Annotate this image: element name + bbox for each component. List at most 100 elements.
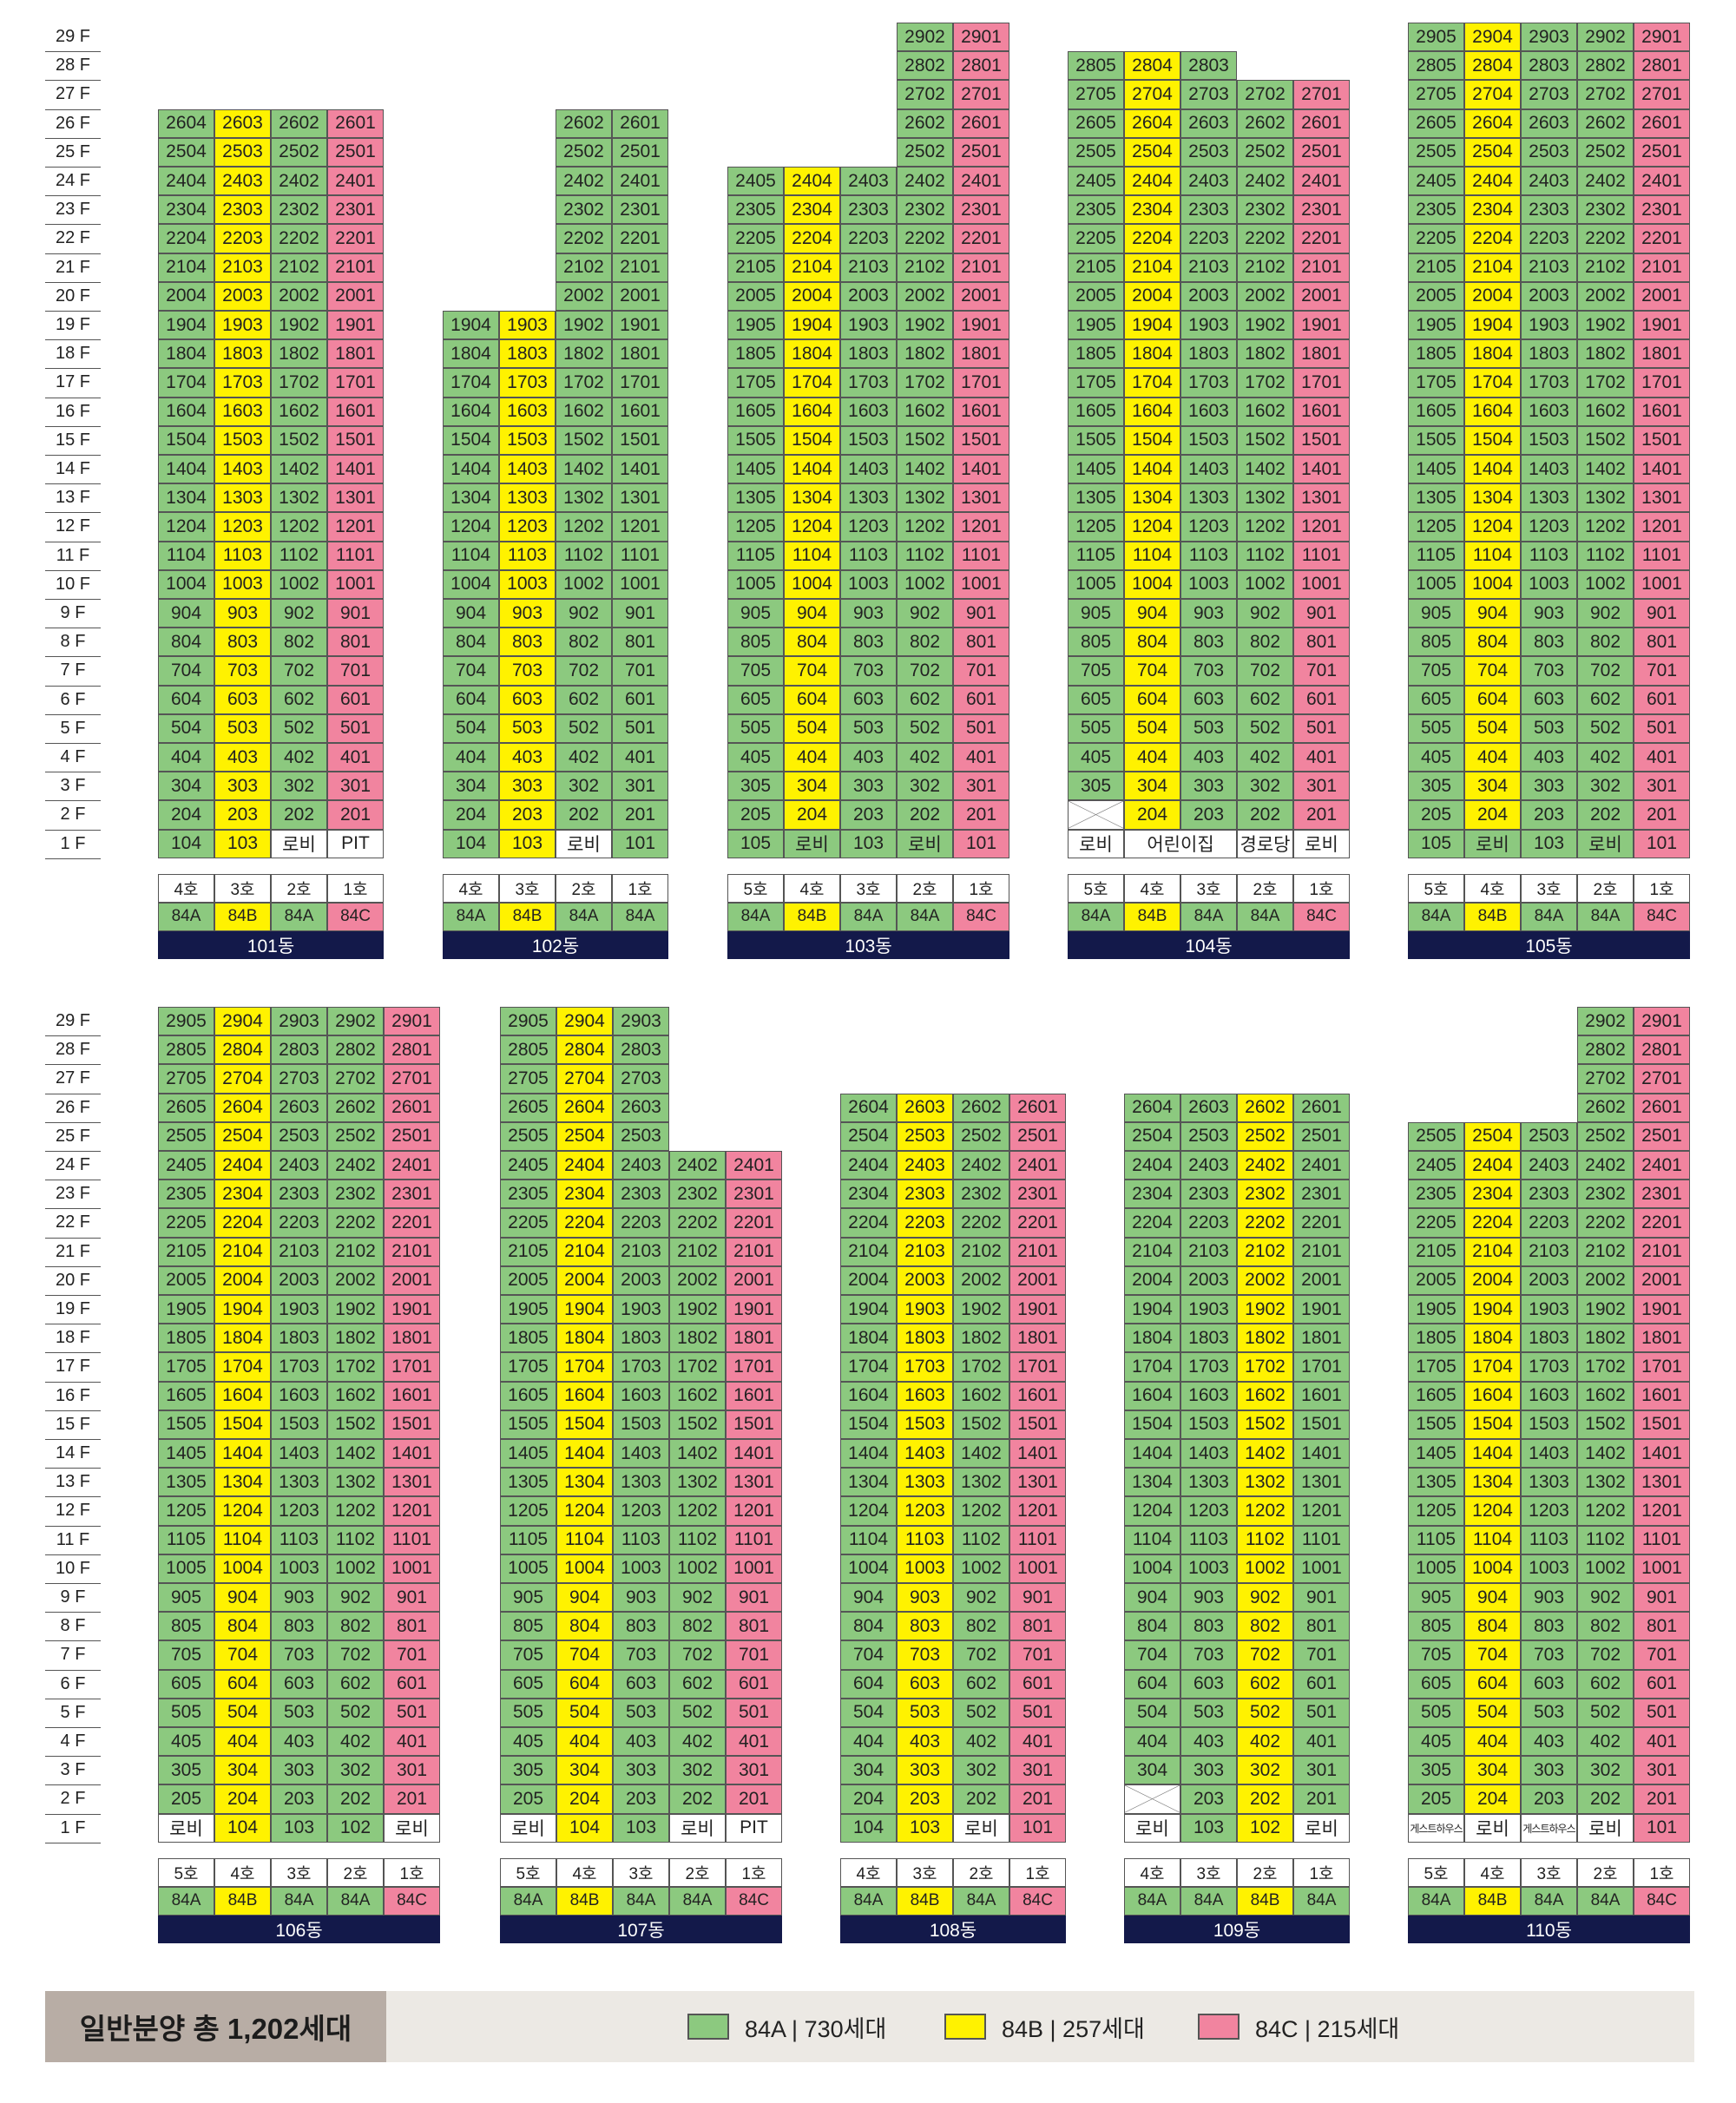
unit-cell[interactable]: 703	[214, 656, 271, 686]
unit-cell[interactable]: 1105	[500, 1525, 556, 1554]
unit-cell[interactable]: 1102	[669, 1525, 726, 1554]
unit-cell[interactable]: 2302	[1577, 1180, 1634, 1209]
unit-cell[interactable]: 1005	[1408, 569, 1464, 599]
unit-cell[interactable]: 203	[214, 800, 271, 830]
unit-cell[interactable]: 504	[1464, 1698, 1521, 1727]
unit-cell[interactable]: 1303	[499, 483, 556, 513]
unit-cell[interactable]: 2205	[1068, 224, 1124, 253]
unit-cell[interactable]: 304	[1464, 1756, 1521, 1785]
unit-cell[interactable]: 1704	[1124, 368, 1180, 398]
unit-cell[interactable]: 1502	[1237, 1410, 1293, 1439]
unit-cell[interactable]: 504	[840, 1698, 897, 1727]
unit-cell[interactable]: 2803	[271, 1035, 327, 1065]
unit-cell[interactable]: 801	[612, 628, 668, 657]
unit-cell[interactable]: 1902	[897, 311, 953, 340]
unit-cell[interactable]: 1903	[840, 311, 897, 340]
unit-cell[interactable]: 1102	[897, 541, 953, 570]
unit-cell[interactable]: 1303	[271, 1468, 327, 1497]
unit-cell[interactable]: 702	[271, 656, 327, 686]
unit-cell[interactable]: 1904	[556, 1295, 613, 1324]
unit-cell[interactable]: 2203	[1180, 224, 1237, 253]
unit-cell[interactable]: 205	[727, 800, 784, 830]
unit-cell[interactable]: 504	[1464, 713, 1521, 743]
unit-cell[interactable]: 1903	[1521, 311, 1577, 340]
unit-cell[interactable]: 2103	[214, 253, 271, 282]
unit-cell[interactable]: 2101	[1009, 1237, 1066, 1266]
unit-cell[interactable]: 502	[1577, 713, 1634, 743]
unit-cell[interactable]: 1404	[443, 455, 499, 484]
unit-cell[interactable]: 2604	[214, 1093, 271, 1122]
unit-cell[interactable]: 1304	[1464, 483, 1521, 513]
unit-cell[interactable]: 801	[726, 1612, 782, 1641]
ground-floor-cell[interactable]: 105	[727, 829, 784, 858]
unit-cell[interactable]: 2204	[1124, 224, 1180, 253]
unit-cell[interactable]: 703	[1180, 1640, 1237, 1670]
unit-cell[interactable]: 1404	[214, 1439, 271, 1469]
unit-cell[interactable]: 703	[840, 656, 897, 686]
ground-floor-cell[interactable]: 로비	[1464, 1813, 1521, 1843]
unit-cell[interactable]: 1205	[1068, 512, 1124, 542]
unit-cell[interactable]: 1801	[1009, 1324, 1066, 1353]
unit-cell[interactable]: 803	[840, 628, 897, 657]
unit-cell[interactable]: 1004	[158, 569, 214, 599]
unit-cell[interactable]: 1702	[1237, 368, 1293, 398]
unit-cell[interactable]: 804	[443, 628, 499, 657]
unit-cell[interactable]: 2301	[1634, 195, 1690, 225]
unit-cell[interactable]: 405	[500, 1727, 556, 1757]
unit-cell[interactable]: 1804	[158, 339, 214, 369]
unit-cell[interactable]: 501	[1634, 1698, 1690, 1727]
unit-cell[interactable]: 903	[897, 1583, 953, 1613]
unit-cell[interactable]: 1601	[1634, 1381, 1690, 1410]
unit-cell[interactable]: 1804	[840, 1324, 897, 1353]
unit-cell[interactable]: 202	[897, 800, 953, 830]
unit-cell[interactable]: 1802	[669, 1324, 726, 1353]
unit-cell[interactable]: 305	[500, 1756, 556, 1785]
unit-cell[interactable]: 2001	[1009, 1265, 1066, 1295]
unit-cell[interactable]: 1902	[1237, 1295, 1293, 1324]
unit-cell[interactable]: 304	[1464, 772, 1521, 801]
unit-cell[interactable]: 202	[953, 1784, 1009, 1814]
unit-cell[interactable]: 1402	[1577, 455, 1634, 484]
unit-cell[interactable]: 1501	[953, 425, 1009, 455]
unit-cell[interactable]: 2702	[1577, 1064, 1634, 1094]
unit-cell[interactable]: 2002	[953, 1265, 1009, 1295]
unit-cell[interactable]: 2202	[669, 1208, 726, 1238]
unit-cell[interactable]: 204	[443, 800, 499, 830]
unit-cell[interactable]: 1503	[613, 1410, 669, 1439]
unit-cell[interactable]: 2002	[556, 281, 612, 311]
unit-cell[interactable]: 2102	[953, 1237, 1009, 1266]
unit-cell[interactable]: 601	[384, 1669, 440, 1699]
unit-cell[interactable]: 304	[1124, 772, 1180, 801]
unit-cell[interactable]: 2204	[840, 1208, 897, 1238]
ground-floor-cell[interactable]: 104	[214, 1813, 271, 1843]
unit-cell[interactable]: 602	[327, 1669, 384, 1699]
unit-cell[interactable]: 1001	[1293, 1554, 1350, 1583]
unit-cell[interactable]: 1504	[158, 425, 214, 455]
unit-cell[interactable]: 1204	[1464, 512, 1521, 542]
unit-cell[interactable]: 2601	[1634, 1093, 1690, 1122]
unit-cell[interactable]: 2405	[727, 167, 784, 196]
unit-cell[interactable]: 805	[500, 1612, 556, 1641]
unit-cell[interactable]: 1401	[1293, 1439, 1350, 1469]
unit-cell[interactable]: 1302	[1577, 483, 1634, 513]
unit-cell[interactable]: 1402	[953, 1439, 1009, 1469]
unit-cell[interactable]: 1305	[1408, 1468, 1464, 1497]
unit-cell[interactable]: 201	[612, 800, 668, 830]
unit-cell[interactable]: 2404	[556, 1151, 613, 1180]
unit-cell[interactable]: 1601	[1293, 397, 1350, 426]
unit-cell[interactable]: 702	[897, 656, 953, 686]
unit-cell[interactable]: 2203	[613, 1208, 669, 1238]
unit-cell[interactable]: 1904	[1124, 1295, 1180, 1324]
unit-cell[interactable]: 802	[1237, 628, 1293, 657]
ground-floor-cell[interactable]: 101	[1009, 1813, 1066, 1843]
unit-cell[interactable]: 1601	[384, 1381, 440, 1410]
unit-cell[interactable]: 1803	[840, 339, 897, 369]
unit-cell[interactable]: 2303	[271, 1180, 327, 1209]
unit-cell[interactable]: 2605	[1068, 108, 1124, 138]
unit-cell[interactable]: 2001	[726, 1265, 782, 1295]
unit-cell[interactable]: 2103	[271, 1237, 327, 1266]
unit-cell[interactable]: 201	[1634, 1784, 1690, 1814]
unit-cell[interactable]: 1801	[1634, 339, 1690, 369]
unit-cell[interactable]: 2104	[840, 1237, 897, 1266]
unit-cell[interactable]: 903	[613, 1583, 669, 1613]
